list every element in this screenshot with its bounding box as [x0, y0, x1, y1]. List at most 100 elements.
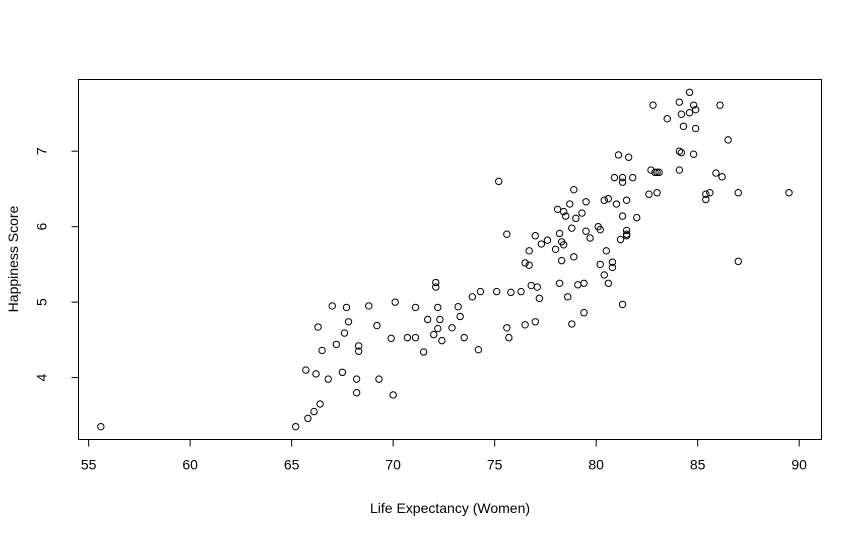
x-tick-label: 70 [385, 457, 401, 473]
y-tick-label: 5 [34, 298, 50, 306]
data-point [403, 333, 412, 342]
data-point [716, 101, 724, 109]
data-point [535, 294, 544, 303]
data-point [608, 258, 617, 266]
data-point [663, 115, 671, 123]
data-point [342, 303, 351, 312]
data-point [332, 340, 341, 349]
data-point [312, 370, 320, 378]
data-point [505, 333, 513, 342]
data-point [302, 366, 310, 374]
data-point [702, 195, 710, 204]
data-point [304, 414, 312, 423]
data-point [616, 235, 625, 244]
data-point [555, 229, 564, 238]
data-point [434, 324, 442, 333]
data-point [525, 247, 533, 255]
data-point [430, 330, 438, 339]
data-point [570, 253, 578, 261]
data-point [432, 278, 440, 287]
data-point [734, 189, 742, 197]
data-point [562, 212, 570, 220]
data-point [633, 213, 641, 222]
x-tick-label: 55 [81, 457, 97, 473]
data-point [618, 178, 627, 186]
data-point [596, 260, 604, 269]
data-point [582, 198, 590, 206]
data-point [689, 150, 698, 158]
x-tick-label: 85 [690, 457, 706, 473]
data-point [365, 302, 373, 310]
data-point [503, 230, 511, 238]
data-point [582, 227, 590, 235]
data-point [679, 122, 688, 130]
data-point [423, 315, 432, 324]
data-point [618, 173, 627, 182]
data-point [675, 166, 684, 174]
x-tick-label: 65 [284, 457, 300, 473]
data-point [316, 400, 324, 408]
data-point [610, 173, 619, 182]
data-point [618, 300, 627, 309]
data-point [338, 368, 347, 377]
data-point [495, 177, 503, 186]
data-point [675, 147, 684, 155]
data-point [586, 234, 594, 242]
data-point [677, 149, 686, 157]
data-point [352, 375, 361, 383]
x-axis: 55 60 65 70 75 80 85 90 [81, 439, 807, 473]
data-point [354, 342, 363, 350]
data-point [691, 105, 700, 114]
data-point [559, 207, 568, 216]
data-point [580, 279, 588, 287]
data-point [622, 226, 631, 235]
data-point [318, 346, 326, 355]
data-point [456, 312, 464, 321]
data-point [448, 324, 456, 332]
data-point [651, 168, 659, 177]
x-tick-label: 80 [588, 457, 604, 473]
data-point [570, 185, 578, 194]
data-point [574, 281, 582, 289]
data-point [517, 287, 525, 296]
data-point [324, 375, 332, 383]
data-point [612, 200, 621, 208]
data-point [492, 287, 501, 296]
data-point [706, 189, 714, 197]
data-point [373, 321, 381, 330]
data-point [436, 315, 444, 324]
data-point [568, 224, 576, 232]
data-point [411, 333, 420, 342]
data-point [645, 190, 653, 198]
data-point [557, 256, 566, 265]
data-point [691, 124, 700, 133]
data-point [344, 318, 353, 326]
x-tick-label: 75 [487, 457, 503, 473]
data-point [438, 336, 446, 345]
plot-frame [78, 79, 822, 440]
data-point [375, 375, 383, 383]
data-point [411, 303, 420, 312]
data-point [555, 279, 564, 287]
data-point [551, 245, 560, 254]
data-point [559, 241, 568, 249]
data-point [387, 334, 395, 343]
data-point [596, 225, 604, 234]
data-point [734, 257, 742, 266]
data-point [604, 195, 613, 203]
y-tick-label: 7 [34, 147, 50, 155]
data-point [568, 320, 576, 328]
data-point [602, 247, 611, 255]
data-point [434, 303, 442, 312]
data-point [685, 109, 694, 117]
data-point [675, 98, 684, 106]
data-point [468, 293, 477, 301]
data-points [97, 88, 793, 431]
data-point [432, 283, 440, 291]
data-point [521, 259, 529, 267]
data-point [527, 281, 535, 290]
data-point [600, 271, 608, 279]
data-point [712, 169, 720, 177]
data-point [292, 422, 300, 431]
data-point [702, 190, 710, 198]
